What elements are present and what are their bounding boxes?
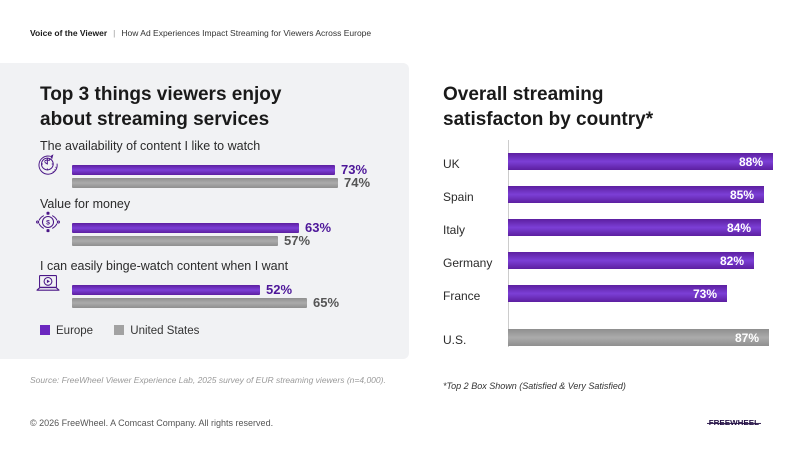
svg-text:$: $ — [46, 220, 50, 227]
